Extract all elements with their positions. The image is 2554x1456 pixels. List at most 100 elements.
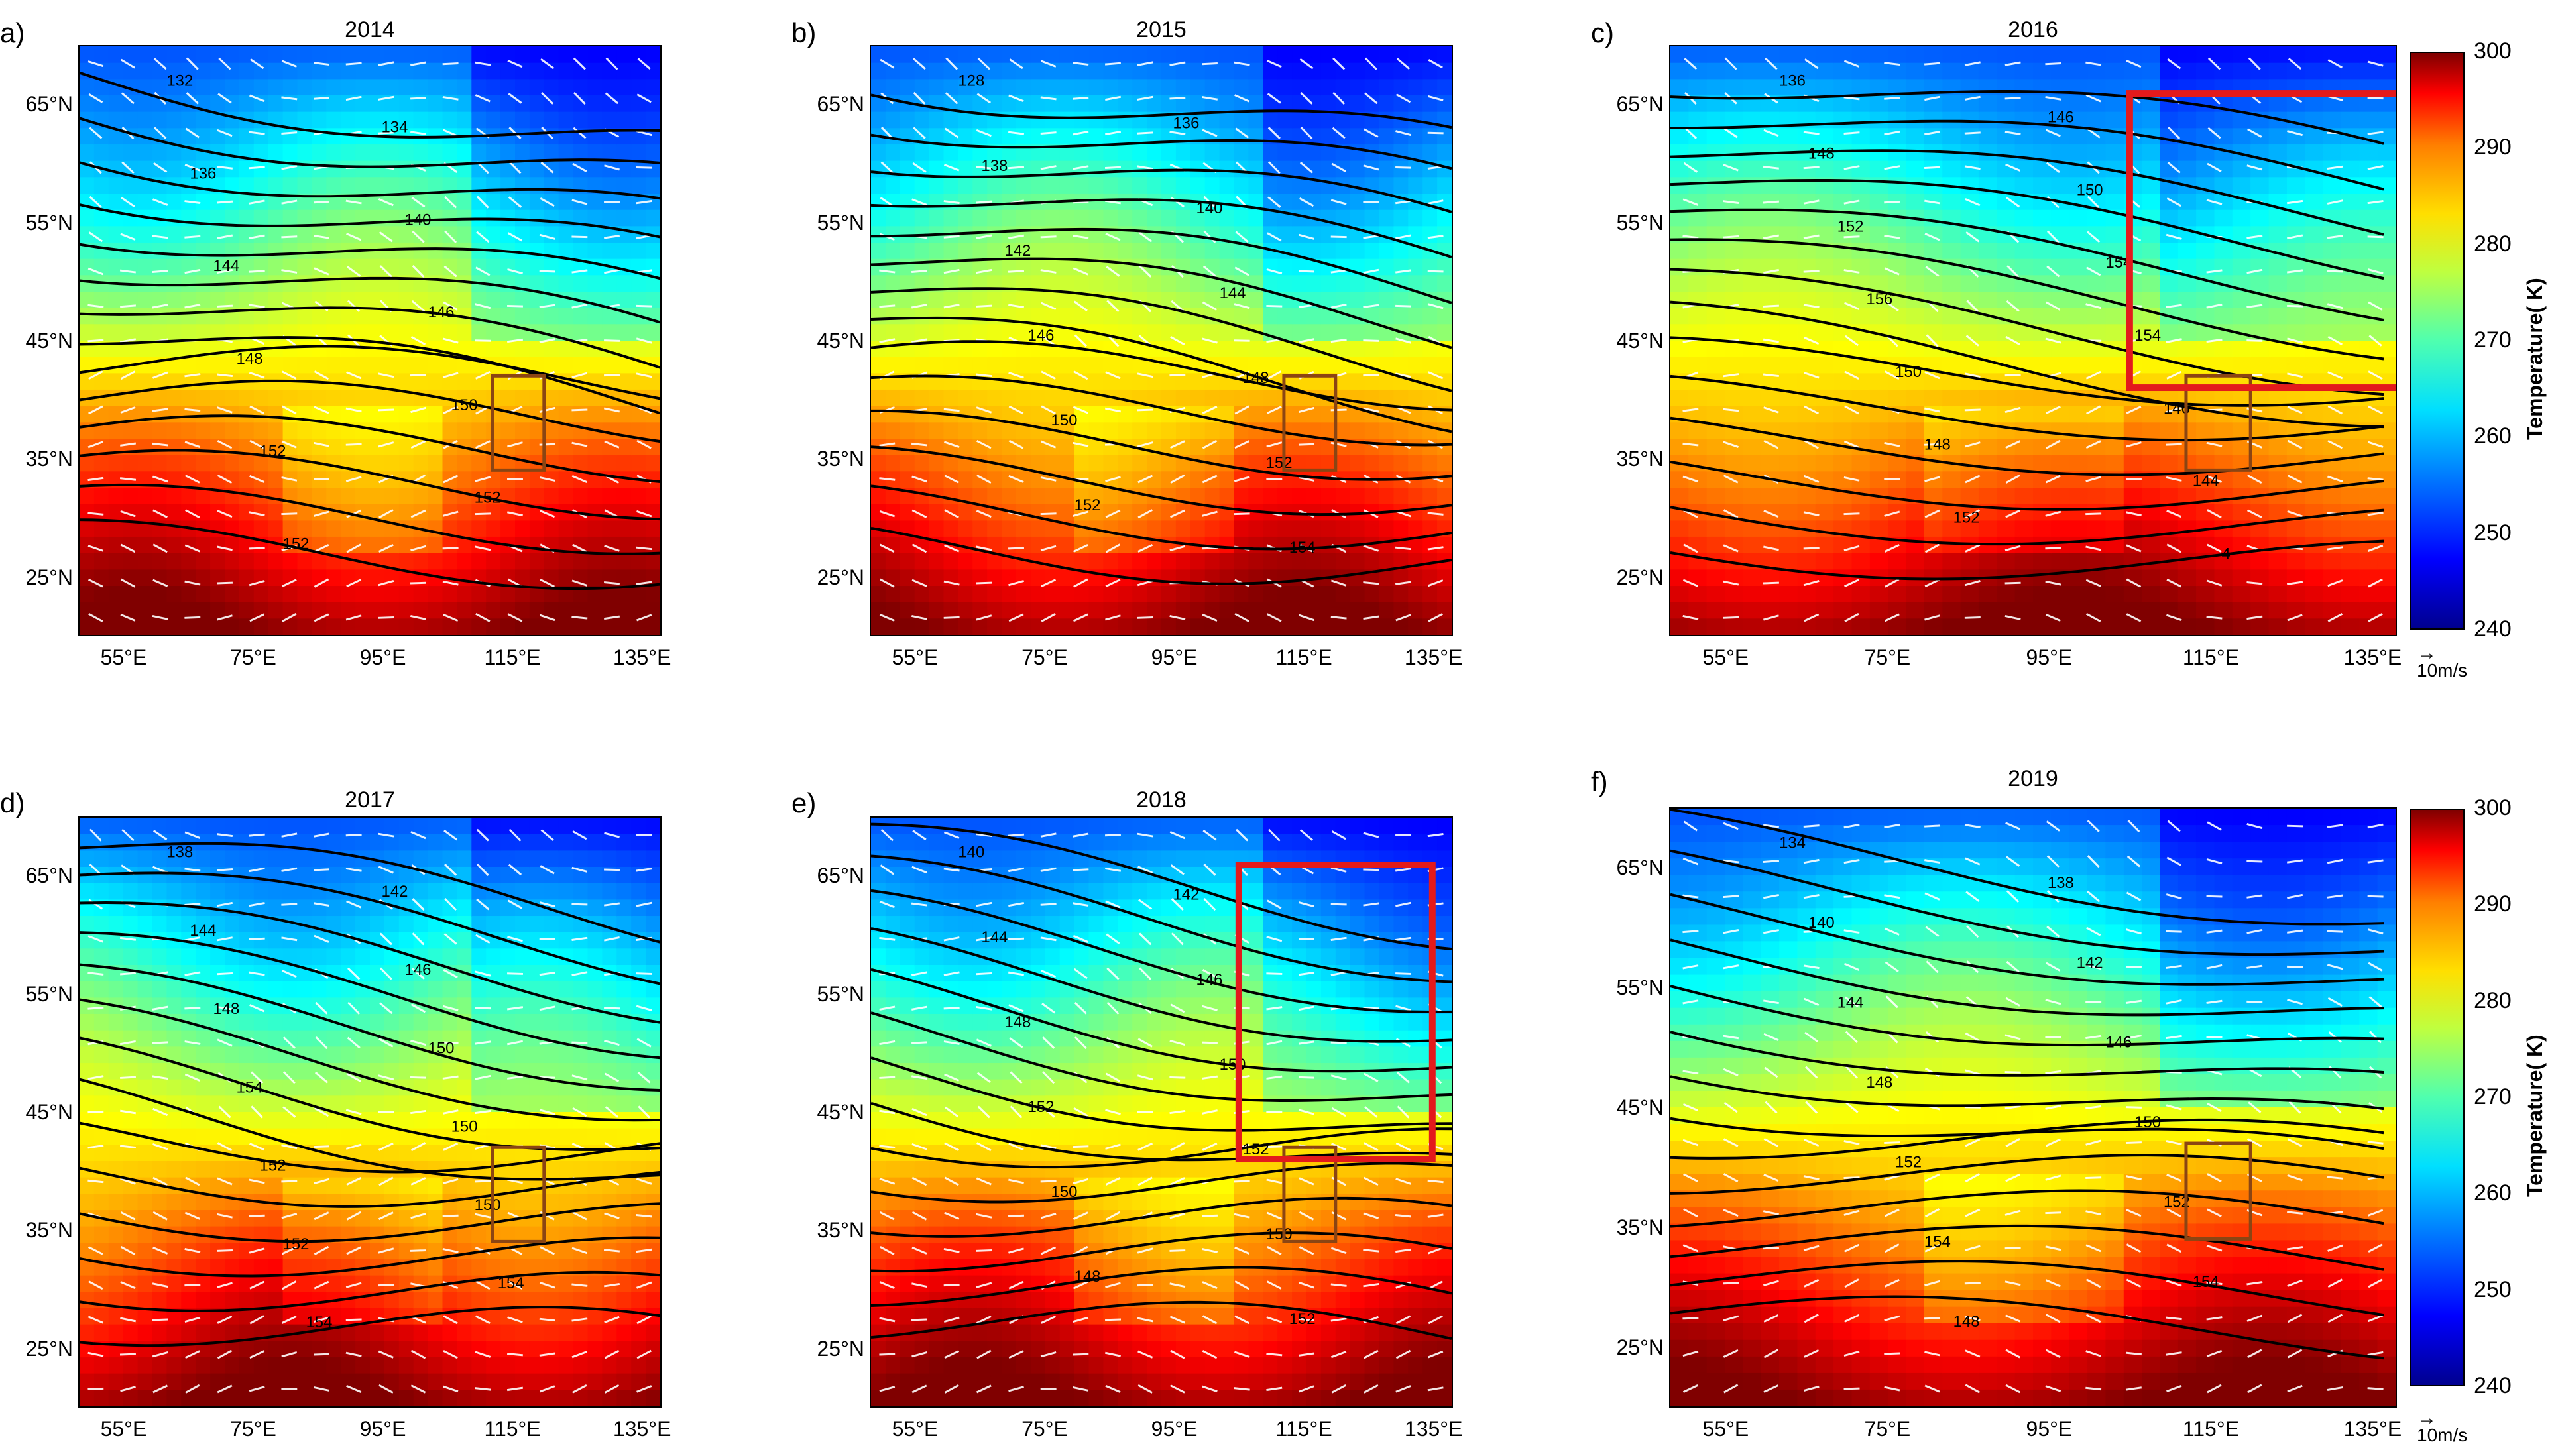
lon-tick-label: 95°E [1151, 1417, 1198, 1441]
lon-tick-label: 75°E [230, 645, 276, 669]
lat-tick-label: 65°N [817, 92, 865, 117]
contour-label: 150 [428, 1039, 455, 1057]
reference-vector: → 10m/s [2417, 1407, 2468, 1446]
lon-tick-label: 135°E [612, 1417, 671, 1441]
contour-label: 154 [498, 1274, 524, 1292]
lat-tick-label: 55°N [817, 981, 865, 1006]
panel-label: a) [0, 17, 25, 48]
contour-label: 148 [1924, 436, 1951, 454]
panel-title: 2017 [345, 787, 395, 812]
contour-label: 4 [2221, 545, 2230, 563]
contour-label: 146 [428, 304, 455, 321]
contour-label: 150 [451, 1118, 478, 1136]
study-region-box [491, 1145, 546, 1243]
lon-tick-label: 75°E [1864, 1417, 1911, 1441]
lat-tick-label: 55°N [1616, 210, 1664, 235]
contour-label: 150 [1895, 363, 1922, 381]
colorbar-tick-label: 290 [2474, 135, 2512, 160]
study-region-box [491, 374, 546, 472]
contour-label: 136 [190, 165, 216, 183]
lon-tick-label: 115°E [2182, 1417, 2239, 1441]
lat-tick-label: 35°N [25, 1218, 74, 1243]
contour-label: 142 [1173, 886, 1200, 904]
contour-label: 148 [1074, 1268, 1101, 1286]
lon-tick-label: 135°E [2343, 645, 2402, 669]
lat-tick-label: 45°N [817, 1100, 865, 1124]
colorbar-tick-label: 270 [2474, 1084, 2512, 1109]
lon-tick-label: 55°E [100, 645, 147, 669]
contour-label: 152 [283, 1235, 310, 1253]
contour-label: 150 [2077, 181, 2103, 199]
contour-label: 142 [1004, 242, 1031, 260]
lon-tick-label: 55°E [892, 1417, 939, 1441]
contour-label: 144 [1837, 993, 1864, 1011]
lat-tick-label: 35°N [817, 447, 865, 471]
temperature-field: 132 134 136 140 144 146 148 150 152 152 152 [80, 46, 660, 635]
panel-title: 2018 [1136, 787, 1187, 812]
lat-tick-label: 65°N [1616, 92, 1664, 117]
contour-label: 152 [1028, 1098, 1055, 1116]
colorbar-tick-label: 250 [2474, 520, 2512, 545]
map-plot-2016: 136 146 148 150 152 154 156 154 150 146 148 144 152 4 [1669, 45, 2397, 636]
study-region-box [1282, 1145, 1338, 1243]
contour-label: 154 [306, 1314, 333, 1331]
colorbar-tick-label: 260 [2474, 1180, 2512, 1206]
panel-label: d) [0, 787, 25, 818]
contour-label: 150 [1051, 1183, 1078, 1201]
lon-tick-label: 95°E [2026, 645, 2073, 669]
map-plot-2019: 134 138 140 142 144 146 148 150 152 152 154 154 148 [1669, 807, 2397, 1408]
colorbar-title: Temperature( K) [2523, 278, 2547, 440]
geopotential-contours [80, 71, 660, 590]
contour-label: 138 [2048, 874, 2074, 892]
geopotential-contours [871, 93, 1452, 585]
contour-label: 152 [1837, 217, 1864, 235]
lon-tick-label: 55°E [1702, 645, 1749, 669]
panel-label: f) [1591, 766, 1608, 797]
contour-label: 134 [1779, 834, 1806, 852]
colorbar [2410, 52, 2465, 630]
lat-tick-label: 35°N [817, 1218, 865, 1243]
lat-tick-label: 55°N [1616, 975, 1664, 999]
panel-title: 2014 [345, 17, 395, 42]
geopotential-contours [80, 842, 660, 1347]
lat-tick-label: 65°N [1616, 855, 1664, 879]
lon-tick-label: 95°E [1151, 645, 1198, 669]
panel-label: e) [791, 787, 817, 818]
contour-label: 142 [382, 883, 408, 901]
lat-tick-label: 55°N [25, 981, 74, 1006]
lon-tick-label: 115°E [1275, 645, 1332, 669]
contour-label: 144 [981, 928, 1008, 946]
lat-tick-label: 35°N [1616, 1215, 1664, 1240]
map-plot-2018: 140 142 144 146 148 150 152 152 150 150 148 152 [870, 816, 1453, 1408]
contour-label: 152 [1289, 1310, 1316, 1328]
lat-tick-label: 55°N [817, 210, 865, 235]
contour-label: 156 [1866, 290, 1892, 308]
panel-label: b) [791, 17, 817, 48]
lon-tick-label: 75°E [1021, 1417, 1068, 1441]
panel-title: 2015 [1136, 17, 1187, 42]
lat-tick-label: 65°N [25, 864, 74, 888]
colorbar-tick-label: 250 [2474, 1276, 2512, 1302]
reference-vector: → 10m/s [2417, 642, 2468, 681]
lat-tick-label: 45°N [25, 329, 74, 353]
contour-label: 152 [1074, 496, 1101, 514]
contour-label: 154 [2134, 327, 2161, 345]
contour-label: 148 [1808, 145, 1835, 163]
colorbar-tick-label: 300 [2474, 38, 2512, 64]
lon-tick-label: 135°E [1404, 645, 1463, 669]
lat-tick-label: 25°N [25, 1336, 74, 1361]
geopotential-contours [1670, 809, 2384, 1360]
map-plot-2015: 128 136 138 140 142 144 146 148 150 152 152 154 [870, 45, 1453, 636]
lat-tick-label: 25°N [25, 565, 74, 589]
reference-vector-label: 10m/s [2417, 1425, 2468, 1445]
contour-label: 142 [2077, 954, 2103, 972]
highlight-region-box [2126, 90, 2396, 392]
panel-title: 2016 [2008, 17, 2058, 42]
lon-tick-label: 135°E [1404, 1417, 1463, 1441]
lon-tick-label: 115°E [484, 1417, 541, 1441]
lon-tick-label: 95°E [359, 645, 406, 669]
contour-label: 138 [981, 157, 1008, 175]
lon-tick-label: 75°E [230, 1417, 276, 1441]
